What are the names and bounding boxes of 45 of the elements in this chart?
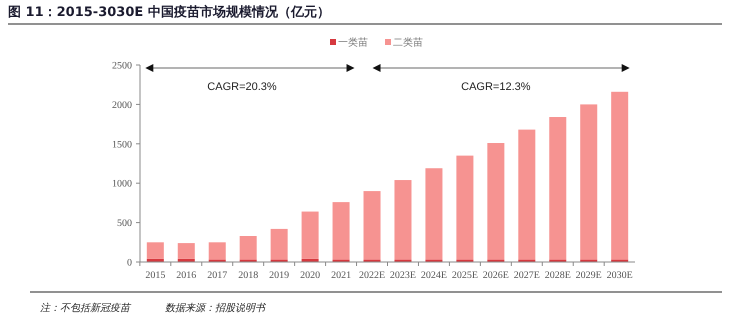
x-tick-label: 2019 (269, 270, 290, 281)
y-tick-label: 1500 (112, 139, 132, 150)
y-tick-label: 500 (117, 218, 132, 230)
source-note: 数据来源：招股说明书 (165, 302, 266, 314)
y-tick-label: 2500 (112, 60, 132, 72)
text: 注：不包括新冠疫苗 (40, 302, 132, 314)
bar (456, 156, 474, 260)
bar (302, 212, 319, 259)
bar (146, 242, 164, 259)
x-tick-label: 2026E (482, 270, 509, 281)
bar (364, 191, 381, 260)
bar (332, 202, 350, 260)
bar (580, 104, 598, 260)
y-tick-label: 2000 (112, 100, 132, 111)
x-tick-label: 2025E (452, 270, 478, 281)
x-tick-label: 2017 (207, 270, 228, 281)
x-tick-label: 2023E (390, 270, 416, 281)
bar (394, 180, 412, 260)
legend-label: 一类苗 (338, 36, 368, 48)
x-tick-label: 2030E (606, 270, 633, 281)
x-tick-label: 2021 (331, 270, 352, 281)
x-tick-label: 2016 (176, 270, 196, 281)
bar (487, 143, 504, 260)
x-tick-label: 2029E (576, 270, 602, 281)
bar (270, 228, 288, 260)
y-tick-label: 1000 (112, 178, 132, 190)
bar (208, 242, 226, 260)
x-tick-label: 2018 (238, 270, 258, 281)
annotation: CAGR=20.3% (207, 81, 277, 93)
x-tick-label: 2027E (514, 270, 540, 281)
x-tick-label: 2015 (145, 270, 166, 281)
x-tick-label: 2024E (420, 270, 447, 281)
annotation: CAGR=12.3% (461, 81, 531, 93)
bar (611, 92, 628, 260)
bar (425, 168, 442, 260)
x-tick-label: 2028E (544, 270, 571, 281)
legend-label: 二类苗 (393, 36, 423, 48)
bar (518, 130, 536, 260)
bar (240, 236, 257, 260)
bar (549, 117, 566, 260)
x-tick-label: 2022E (358, 270, 386, 281)
y-tick-label: 0 (127, 258, 132, 268)
chart-title: 图 11：2015-3030E 中国疫苗市场规模情况（亿元） (8, 4, 330, 20)
x-tick-label: 2020 (300, 270, 320, 281)
bar (178, 243, 195, 259)
